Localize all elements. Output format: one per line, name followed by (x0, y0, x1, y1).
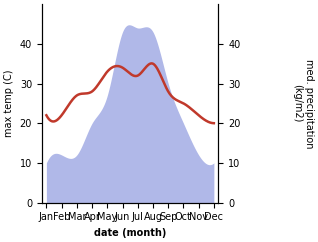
X-axis label: date (month): date (month) (94, 228, 166, 238)
Y-axis label: med. precipitation
(kg/m2): med. precipitation (kg/m2) (292, 59, 314, 148)
Y-axis label: max temp (C): max temp (C) (4, 70, 14, 137)
